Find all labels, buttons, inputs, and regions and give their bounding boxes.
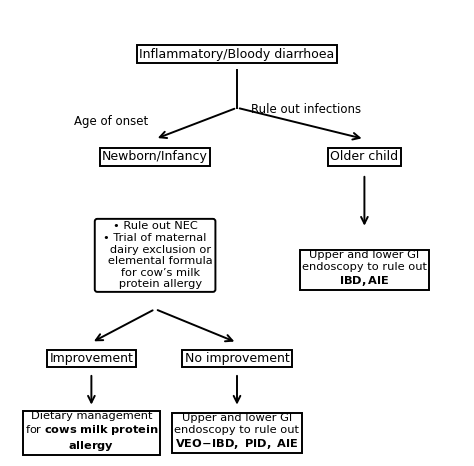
Text: • Rule out NEC
• Trial of maternal
   dairy exclusion or
   elemental formula
  : • Rule out NEC • Trial of maternal dairy…: [97, 221, 213, 289]
Text: No improvement: No improvement: [185, 352, 289, 365]
Text: Age of onset: Age of onset: [74, 115, 148, 128]
Text: Older child: Older child: [330, 151, 399, 164]
Text: Upper and lower GI
endoscopy to rule out
$\bf{IBD, AIE}$: Upper and lower GI endoscopy to rule out…: [302, 250, 427, 288]
Text: Improvement: Improvement: [49, 352, 133, 365]
Text: Rule out infections: Rule out infections: [251, 103, 361, 116]
Text: Inflammatory/Bloody diarrhoea: Inflammatory/Bloody diarrhoea: [139, 48, 335, 61]
Text: Upper and lower GI
endoscopy to rule out
$\bf{VEO\!-\!IBD,\ PID,\ AIE}$: Upper and lower GI endoscopy to rule out…: [174, 413, 300, 451]
Text: Newborn/Infancy: Newborn/Infancy: [102, 151, 208, 164]
Text: Dietary management
for $\bf{cows\ milk\ protein}$
$\bf{allergy}$: Dietary management for $\bf{cows\ milk\ …: [25, 411, 158, 453]
